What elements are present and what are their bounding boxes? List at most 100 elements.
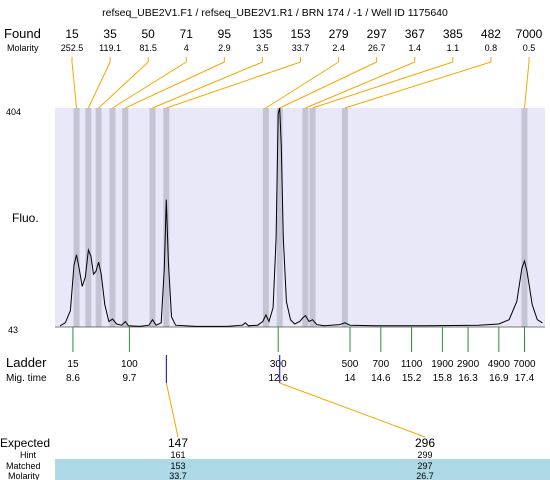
expected-molarity-147: 33.7: [169, 471, 187, 480]
ladder-time-1900: 15.8: [433, 373, 453, 384]
found-size-50: 50: [141, 27, 155, 41]
found-size-279: 279: [329, 27, 349, 41]
expected-matched-296: 297: [417, 461, 432, 471]
expected-hint-147: 161: [170, 450, 185, 460]
ladder-label: Ladder: [6, 355, 47, 370]
molarity-label: Molarity: [7, 43, 39, 53]
migtime-label: Mig. time: [6, 373, 47, 384]
expected-markers: [165, 355, 426, 438]
found-peak-labels: 15 252.5 35 119.1 50 81.5 71 4 95 2.9 135 3.5 153 33.…: [61, 27, 543, 53]
peak-bands: [73, 108, 528, 327]
expected-callout-147: [165, 382, 179, 438]
found-molarity-153: 33.7: [292, 43, 310, 53]
callout-line-279: [265, 61, 339, 109]
ladder-time-300: 12.6: [268, 373, 288, 384]
y-axis-label: Fluo.: [12, 211, 39, 225]
expected-molarity-296: 26.7: [416, 471, 434, 480]
ladder-size-700: 700: [372, 359, 389, 370]
peak-band-95: [122, 108, 129, 327]
electropherogram-trace: [59, 107, 543, 327]
peak-band-482: [341, 108, 348, 327]
ladder-size-15: 15: [67, 359, 79, 370]
found-molarity-385: 1.1: [447, 43, 460, 53]
peak-band-35: [85, 108, 92, 327]
found-label: Found: [4, 26, 41, 41]
ladder-size-300: 300: [270, 359, 287, 370]
chart-title: refseq_UBE2V1.F1 / refseq_UBE2V1.R1 / BR…: [102, 7, 448, 19]
found-size-135: 135: [252, 27, 272, 41]
expected-label: Expected: [0, 436, 50, 450]
peak-band-15: [73, 108, 80, 327]
molarity-row-label: Molarity: [8, 471, 40, 480]
callout-line-153: [166, 61, 301, 109]
ladder-ticks: [72, 327, 525, 352]
ladder-time-4900: 16.9: [489, 373, 509, 384]
plot-area: [55, 108, 545, 327]
peak-band-135: [149, 108, 156, 327]
ladder-labels: 15 8.6 100 9.7 300 12.6 500 14 700 14.6 1100 15.2 19…: [66, 359, 536, 384]
found-molarity-50: 81.5: [139, 43, 157, 53]
found-size-35: 35: [103, 27, 117, 41]
found-molarity-7000: 0.5: [523, 43, 536, 53]
y-tick-min: 43: [8, 325, 18, 335]
ladder-time-15: 8.6: [66, 373, 80, 384]
found-size-482: 482: [481, 27, 501, 41]
callout-line-95: [125, 61, 225, 109]
ladder-time-1100: 15.2: [402, 373, 422, 384]
callout-line-50: [98, 61, 149, 109]
found-molarity-367: 1.4: [408, 43, 421, 53]
found-molarity-15: 252.5: [61, 43, 84, 53]
peak-band-385: [309, 108, 316, 327]
found-molarity-95: 2.9: [218, 43, 231, 53]
ladder-size-100: 100: [121, 359, 138, 370]
found-molarity-35: 119.1: [99, 43, 121, 53]
callout-line-297: [279, 61, 377, 109]
expected-matched-147: 153: [170, 461, 185, 471]
ladder-size-1100: 1100: [401, 359, 423, 370]
peak-band-367: [302, 108, 309, 327]
peak-band-7000: [521, 108, 528, 327]
found-size-95: 95: [218, 27, 232, 41]
found-size-297: 297: [367, 27, 387, 41]
found-size-71: 71: [180, 27, 194, 41]
ladder-time-100: 9.7: [122, 373, 136, 384]
found-molarity-71: 4: [184, 43, 189, 53]
expected-callout-296: [279, 382, 426, 438]
expected-hint-296: 299: [417, 450, 432, 460]
ladder-time-700: 14.6: [371, 373, 391, 384]
callout-line-7000: [523, 61, 530, 109]
callout-line-15: [71, 61, 78, 109]
found-molarity-297: 26.7: [368, 43, 386, 53]
callout-line-367: [305, 61, 415, 109]
ladder-size-500: 500: [342, 359, 359, 370]
found-size-367: 367: [405, 27, 425, 41]
peak-callouts: [71, 57, 530, 109]
found-size-385: 385: [443, 27, 463, 41]
ladder-size-4900: 4900: [488, 359, 511, 370]
matched-row-highlight: [55, 459, 550, 480]
found-molarity-279: 2.4: [332, 43, 345, 53]
found-size-7000: 7000: [516, 27, 543, 41]
ladder-time-7000: 17.4: [515, 373, 535, 384]
callout-line-35: [87, 61, 111, 109]
peak-band-153: [163, 108, 170, 327]
peak-band-279: [262, 108, 269, 327]
found-size-153: 153: [290, 27, 310, 41]
callout-line-135: [152, 61, 263, 109]
ladder-time-2900: 16.3: [458, 373, 478, 384]
peak-band-71: [109, 108, 116, 327]
ladder-size-7000: 7000: [513, 359, 536, 370]
callout-line-385: [312, 61, 453, 109]
peak-band-297: [276, 108, 283, 327]
hint-label: Hint: [20, 450, 37, 460]
ladder-time-500: 14: [344, 373, 356, 384]
expected-expected-147: 147: [168, 436, 188, 450]
matched-label: Matched: [6, 461, 41, 471]
found-molarity-135: 3.5: [256, 43, 269, 53]
callout-line-71: [112, 61, 187, 109]
found-size-15: 15: [65, 27, 79, 41]
callout-line-482: [344, 61, 492, 109]
peak-band-50: [95, 108, 102, 327]
